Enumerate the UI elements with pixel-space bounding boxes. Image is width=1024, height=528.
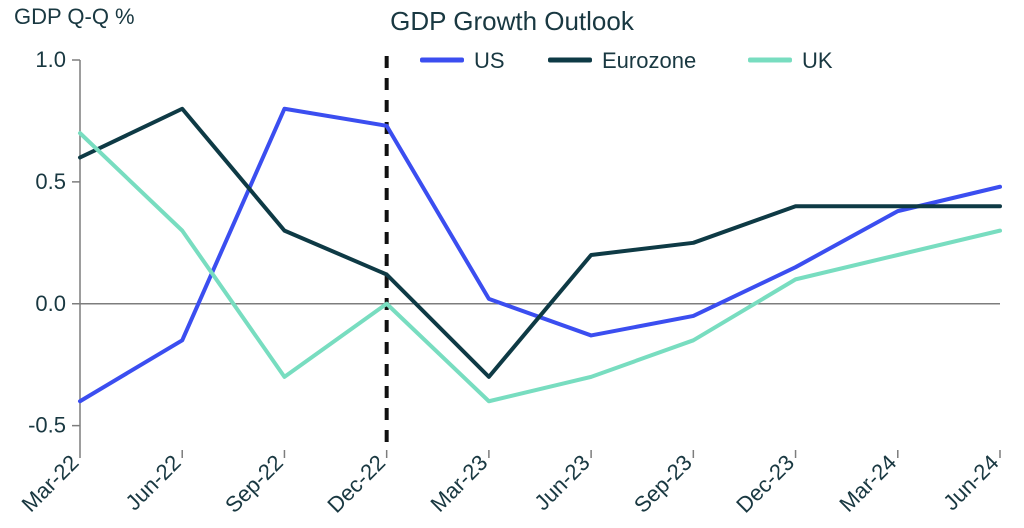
legend-swatch-uk [748,58,792,63]
y-axis-label: GDP Q-Q % [14,4,135,29]
legend-swatch-us [420,58,464,63]
legend-label-eurozone: Eurozone [602,48,696,73]
chart-svg: GDP Growth Outlook GDP Q-Q % -0.5 0.0 0.5 1.0… [0,0,1024,528]
gdp-growth-chart: GDP Growth Outlook GDP Q-Q % -0.5 0.0 0.5 1.0… [0,0,1024,528]
legend-swatch-eurozone [548,58,592,63]
y-tick-label: 0.5 [35,169,66,194]
chart-title: GDP Growth Outlook [390,6,635,36]
legend-label-us: US [474,48,505,73]
y-tick-label: 0.0 [35,291,66,316]
chart-background [0,0,1024,528]
y-tick-label: -0.5 [28,413,66,438]
legend-label-uk: UK [802,48,833,73]
y-tick-label: 1.0 [35,47,66,72]
